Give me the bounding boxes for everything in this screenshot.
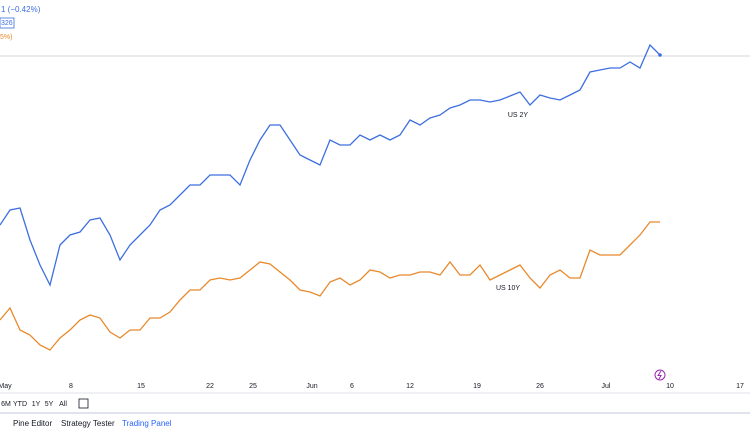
x-tick-label: 22	[206, 383, 214, 390]
x-tick-label: Jul	[602, 383, 611, 390]
series-line	[0, 221, 660, 351]
x-tick-label: 17	[736, 383, 744, 390]
tab[interactable]: Strategy Tester	[61, 419, 115, 428]
series-label: US 2Y	[508, 112, 529, 119]
range-button[interactable]: 1Y	[32, 401, 41, 408]
x-tick-label: 19	[473, 383, 481, 390]
x-tick-label: 8	[69, 383, 73, 390]
x-tick-label: 26	[536, 383, 544, 390]
series-label: US 10Y	[496, 285, 520, 292]
x-tick-label: 25	[249, 383, 257, 390]
range-button[interactable]: All	[59, 401, 67, 408]
range-button[interactable]: 6M	[1, 401, 11, 408]
x-tick-label: 12	[406, 383, 414, 390]
range-button[interactable]: 5Y	[45, 401, 54, 408]
x-tick-label: 15	[137, 383, 145, 390]
series-line	[0, 43, 661, 287]
range-button[interactable]: YTD	[13, 401, 27, 408]
calendar-icon[interactable]	[78, 398, 89, 409]
x-tick-label: 10	[666, 383, 674, 390]
x-tick-label: May	[0, 383, 12, 390]
tab[interactable]: Pine Editor	[13, 419, 52, 428]
legend-text: 5%)	[0, 34, 12, 41]
alert-icon-bolt	[657, 370, 662, 380]
legend-text: 326	[1, 20, 13, 27]
alert-icon[interactable]	[654, 369, 666, 381]
last-point	[658, 53, 662, 57]
legend-box	[0, 17, 15, 29]
x-tick-label: 6	[350, 383, 354, 390]
tab[interactable]: Trading Panel	[122, 419, 172, 428]
legend-text: 1 (−0.42%)	[1, 5, 41, 14]
x-tick-label: Jun	[306, 383, 317, 390]
